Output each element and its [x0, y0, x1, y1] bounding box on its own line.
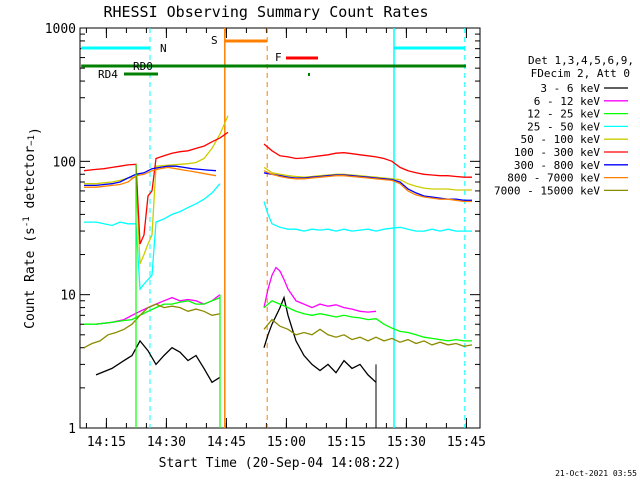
rd4-marker — [308, 73, 310, 76]
x-tick-label: 14:45 — [207, 435, 246, 450]
annotation-s: S — [211, 34, 218, 47]
legend-label-3: 25 - 50 keV — [527, 120, 600, 133]
series-lines — [83, 115, 473, 428]
series-line-1 — [95, 294, 221, 325]
series-line-1 — [263, 266, 377, 313]
plot-frame — [79, 27, 481, 429]
y-tick-label: 1 — [68, 422, 76, 437]
legend-label-4: 50 - 100 keV — [521, 133, 601, 146]
legend-label-8: 7000 - 15000 keV — [494, 184, 600, 197]
series-line-3 — [84, 183, 221, 291]
series-line-6 — [84, 165, 217, 187]
status-bars — [81, 39, 466, 76]
legend-label-7: 800 - 7000 keV — [507, 172, 600, 185]
x-axis: 14:15 14:30 14:45 15:00 15:15 15:30 15:45 — [85, 28, 486, 450]
legend-label-1: 6 - 12 keV — [534, 95, 601, 108]
legend-label-0: 3 - 6 keV — [540, 82, 600, 95]
x-tick-label: 15:30 — [387, 435, 426, 450]
series-line-3 — [263, 201, 472, 232]
annotation-rd0: RD0 — [133, 60, 153, 73]
y-axis-label: Count Rate (s-1 detector−1) — [22, 127, 43, 329]
x-tick-label: 15:15 — [327, 435, 366, 450]
y-tick-label: 10 — [60, 289, 76, 304]
x-axis-label: Start Time (20-Sep-04 14:08:22) — [159, 456, 402, 471]
series-line-8 — [263, 318, 473, 347]
x-tick-label: 14:15 — [87, 435, 126, 450]
y-tick-label: 1000 — [45, 22, 76, 37]
series-line-6 — [263, 172, 472, 201]
x-tick-label: 14:30 — [147, 435, 186, 450]
legend: Det 1,3,4,5,6,9, FDecim 2, Att 0 3 - 6 k… — [494, 54, 634, 197]
series-line-4 — [263, 166, 472, 191]
legend-header-2: FDecim 2, Att 0 — [531, 67, 630, 80]
annotation-rd4: RD4 — [98, 68, 118, 81]
series-line-0 — [263, 295, 377, 383]
annotation-n: N — [160, 42, 167, 55]
chart-title: RHESSI Observing Summary Count Rates — [103, 3, 428, 21]
series-line-0 — [95, 339, 221, 384]
series-line-4 — [84, 115, 229, 265]
legend-label-2: 12 - 25 keV — [527, 108, 600, 121]
series-line-7 — [263, 170, 472, 203]
mode-boundaries — [149, 28, 466, 428]
legend-header-1: Det 1,3,4,5,6,9, — [528, 54, 634, 67]
series-line-8 — [83, 303, 221, 349]
x-tick-label: 15:45 — [447, 435, 486, 450]
legend-label-5: 100 - 300 keV — [514, 146, 600, 159]
series-line-7 — [84, 166, 217, 188]
y-axis: 1 10 100 1000 — [45, 22, 480, 437]
footer-timestamp: 21-Oct-2021 03:55 — [555, 469, 637, 478]
y-tick-label: 100 — [53, 155, 76, 170]
series-line-2 — [263, 300, 472, 342]
annotation-f: F — [275, 51, 282, 64]
x-tick-label: 15:00 — [267, 435, 306, 450]
legend-label-6: 300 - 800 keV — [514, 159, 600, 172]
series-line-5 — [263, 143, 472, 178]
series-line-5 — [83, 131, 229, 245]
